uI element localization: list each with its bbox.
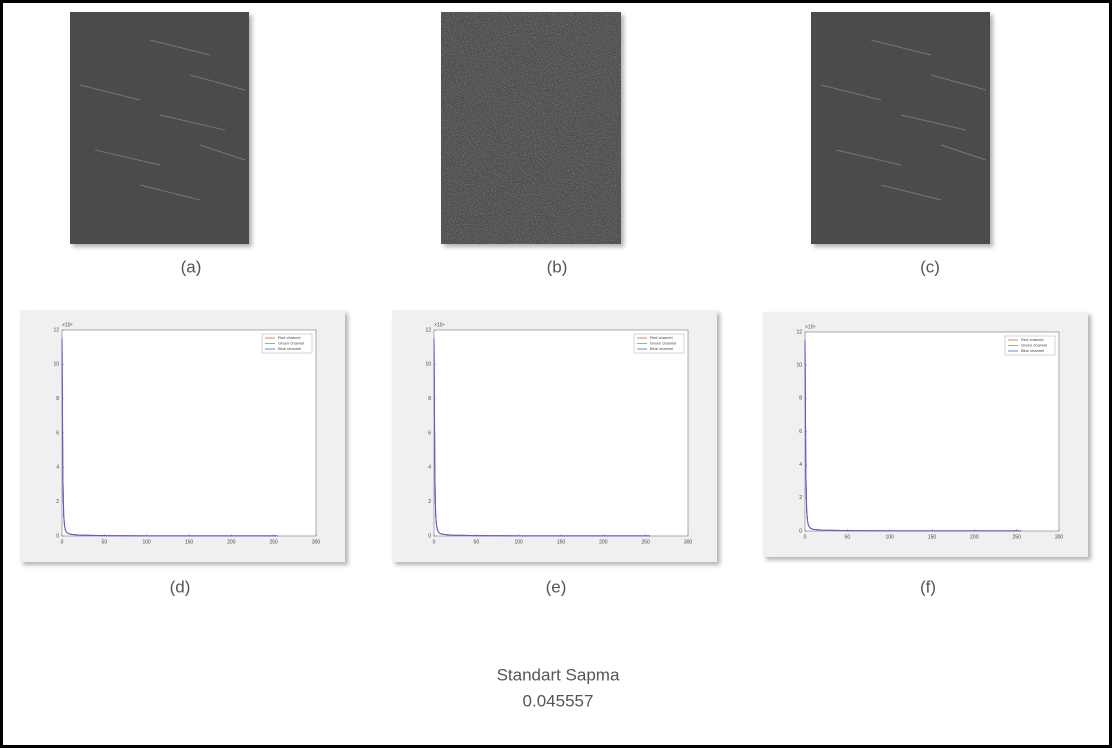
footer-title: Standart Sapma: [497, 665, 620, 684]
x-tick-label: 250: [1012, 534, 1021, 540]
y-tick-label: 8: [799, 396, 802, 402]
figure: (a) (b) (c) Standart Sapma 0.045557 0 50 1…: [0, 0, 1112, 748]
caption: (e): [546, 577, 567, 596]
y-tick-label: 6: [428, 430, 431, 436]
histogram-chart: 0 50 100 150 200 250 300 0 2 4 6 8 10 12×10⁴ Red chann…: [763, 312, 1088, 557]
legend-label: Green channel: [1021, 343, 1047, 348]
x-tick-label: 50: [845, 534, 851, 540]
x-tick-label: 300: [1055, 534, 1064, 540]
y-tick-label: 6: [56, 430, 59, 436]
y-tick-label: 12: [53, 327, 59, 333]
x-tick-label: 100: [514, 539, 523, 545]
plot-area: [434, 330, 688, 536]
y-tick-label: 4: [428, 465, 431, 471]
caption: (f): [920, 577, 936, 596]
legend-label: Blue channel: [278, 346, 301, 351]
x-tick-label: 150: [928, 534, 937, 540]
legend-label: Red channel: [650, 335, 673, 340]
x-tick-label: 250: [641, 539, 650, 545]
y-tick-label: 2: [799, 495, 802, 501]
x-tick-label: 200: [599, 539, 608, 545]
y-tick-label: 4: [56, 465, 59, 471]
x-tick-label: 300: [684, 539, 693, 545]
caption: (a): [181, 257, 202, 276]
x-tick-label: 100: [885, 534, 894, 540]
y-tick-label: 8: [428, 396, 431, 402]
x-tick-label: 0: [433, 539, 436, 545]
x-tick-label: 50: [102, 539, 108, 545]
x-tick-label: 200: [227, 539, 236, 545]
y-exponent: ×10⁴: [62, 322, 73, 328]
y-tick-label: 12: [796, 329, 802, 335]
caption: (b): [547, 257, 568, 276]
histogram-chart: 0 50 100 150 200 250 300 0 2 4 6 8 10 12×10⁴ Red chann…: [20, 310, 345, 562]
y-tick-label: 2: [428, 499, 431, 505]
legend-label: Red channel: [1021, 337, 1044, 342]
plot-area: [62, 330, 316, 536]
y-tick-label: 4: [799, 462, 802, 468]
histogram-chart: 0 50 100 150 200 250 300 0 2 4 6 8 10 12×10⁴ Red chann…: [392, 310, 717, 562]
caption: (c): [920, 257, 940, 276]
y-tick-label: 10: [425, 362, 431, 368]
legend-label: Green channel: [650, 341, 676, 346]
y-tick-label: 8: [56, 396, 59, 402]
plot-area: [805, 332, 1059, 531]
x-tick-label: 200: [970, 534, 979, 540]
y-exponent: ×10⁴: [434, 322, 445, 328]
x-tick-label: 0: [61, 539, 64, 545]
image-c: [811, 12, 990, 244]
legend-label: Red channel: [278, 335, 301, 340]
caption: (d): [170, 577, 191, 596]
image-a: [70, 12, 249, 244]
y-tick-label: 2: [56, 499, 59, 505]
x-tick-label: 150: [557, 539, 566, 545]
y-tick-label: 0: [799, 528, 802, 534]
x-tick-label: 50: [474, 539, 480, 545]
legend-label: Blue channel: [1021, 348, 1044, 353]
legend-label: Green channel: [278, 341, 304, 346]
legend-label: Blue channel: [650, 346, 673, 351]
image-b: [441, 12, 621, 244]
x-tick-label: 300: [312, 539, 321, 545]
x-tick-label: 250: [269, 539, 278, 545]
y-exponent: ×10⁴: [805, 324, 816, 330]
y-tick-label: 12: [425, 327, 431, 333]
footer-value: 0.045557: [523, 691, 594, 710]
x-tick-label: 0: [804, 534, 807, 540]
y-tick-label: 10: [53, 362, 59, 368]
x-tick-label: 100: [142, 539, 151, 545]
y-tick-label: 6: [799, 429, 802, 435]
y-tick-label: 10: [796, 362, 802, 368]
x-tick-label: 150: [185, 539, 194, 545]
y-tick-label: 0: [56, 533, 59, 539]
y-tick-label: 0: [428, 533, 431, 539]
